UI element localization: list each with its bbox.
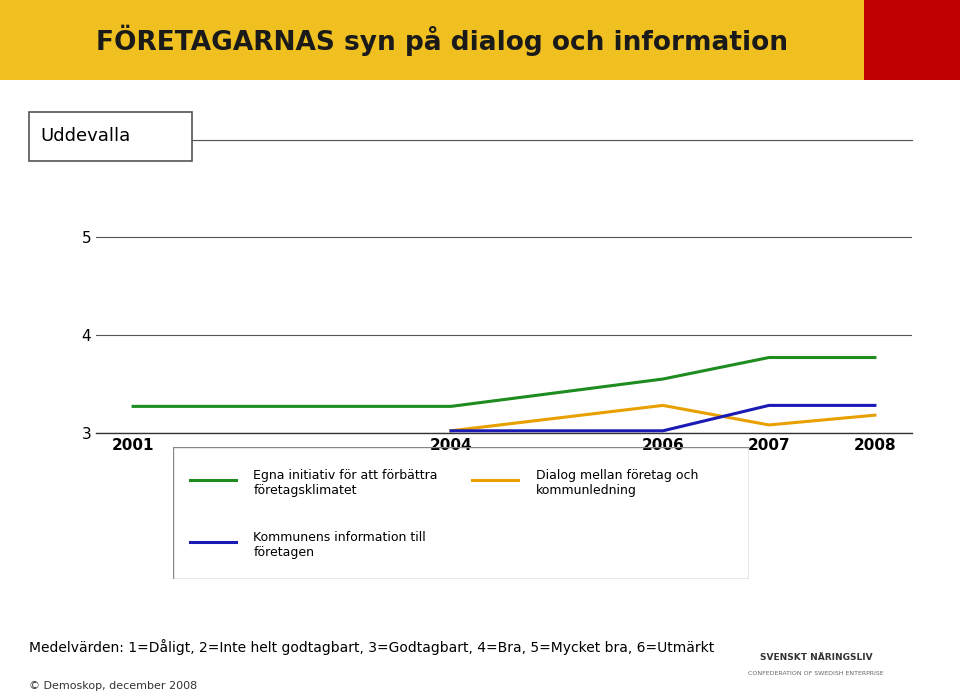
Text: Dialog mellan företag och
kommunledning: Dialog mellan företag och kommunledning	[536, 469, 698, 497]
Text: © Demoskop, december 2008: © Demoskop, december 2008	[29, 681, 197, 690]
Text: Egna initiativ för att förbättra
företagsklimatet: Egna initiativ för att förbättra företag…	[253, 469, 438, 497]
Text: Medelvärden: 1=Dåligt, 2=Inte helt godtagbart, 3=Godtagbart, 4=Bra, 5=Mycket bra: Medelvärden: 1=Dåligt, 2=Inte helt godta…	[29, 639, 714, 655]
Text: Uddevalla: Uddevalla	[40, 127, 131, 145]
Text: SVENSKT NÄRINGSLIV: SVENSKT NÄRINGSLIV	[759, 653, 873, 662]
Text: CONFEDERATION OF SWEDISH ENTERPRISE: CONFEDERATION OF SWEDISH ENTERPRISE	[748, 671, 884, 676]
Text: Kommunens information till
företagen: Kommunens information till företagen	[253, 531, 426, 560]
Text: FÖRETAGARNAS syn på dialog och information: FÖRETAGARNAS syn på dialog och informati…	[96, 24, 787, 56]
